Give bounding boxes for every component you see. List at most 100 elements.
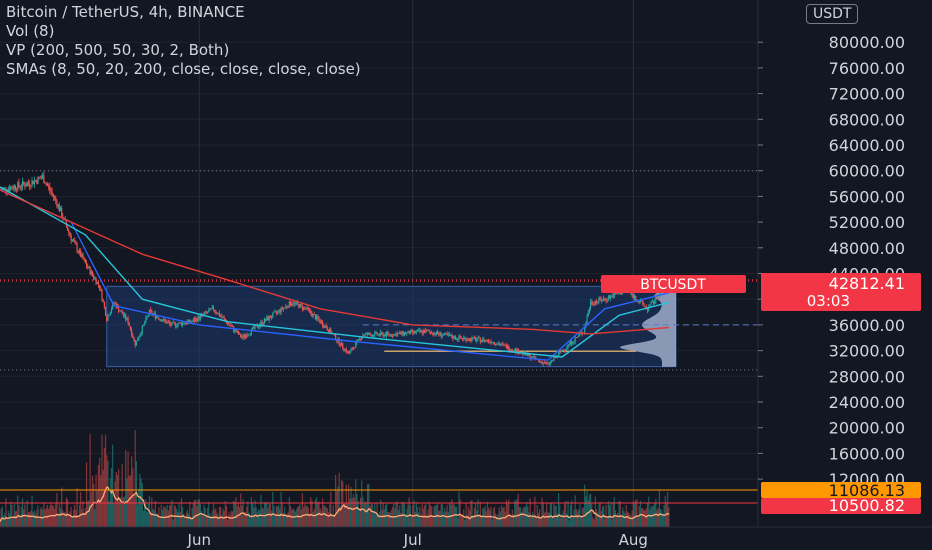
volume-bar bbox=[243, 512, 245, 527]
volume-bar bbox=[331, 514, 333, 527]
candle-body bbox=[228, 323, 230, 325]
candle-body bbox=[88, 267, 90, 268]
price-tick-label[interactable]: 48000.00 bbox=[829, 239, 905, 258]
candle-body bbox=[43, 175, 45, 183]
volume-bar bbox=[592, 517, 594, 527]
candle-body bbox=[6, 191, 8, 193]
price-tick-label[interactable]: 52000.00 bbox=[829, 213, 905, 232]
volume-bar bbox=[202, 513, 204, 527]
candle-body bbox=[371, 335, 373, 337]
candle-body bbox=[517, 348, 519, 354]
candle-body bbox=[642, 300, 644, 305]
candle-body bbox=[598, 297, 600, 302]
candle-body bbox=[516, 348, 518, 353]
price-tick-label[interactable]: 64000.00 bbox=[829, 136, 905, 155]
volume-bar bbox=[122, 497, 124, 527]
candle-body bbox=[437, 331, 439, 334]
price-tick-label[interactable]: 76000.00 bbox=[829, 59, 905, 78]
candle-body bbox=[16, 189, 18, 191]
price-tick-label[interactable]: 16000.00 bbox=[829, 444, 905, 463]
candle-body bbox=[336, 340, 338, 342]
candle-body bbox=[240, 333, 242, 338]
candle-body bbox=[350, 349, 352, 352]
price-tick-label[interactable]: 32000.00 bbox=[829, 342, 905, 361]
volume-bar bbox=[25, 514, 27, 527]
volume-bar bbox=[413, 500, 415, 527]
volume-bar bbox=[321, 498, 324, 527]
candle-body bbox=[482, 338, 484, 341]
candle-body bbox=[7, 188, 9, 192]
price-tick-label[interactable]: 60000.00 bbox=[829, 162, 905, 181]
time-axis-label[interactable]: Jun bbox=[187, 531, 211, 549]
volume-bar bbox=[516, 499, 518, 527]
volume-bar bbox=[346, 503, 349, 527]
currency-unit-button[interactable]: USDT bbox=[806, 4, 859, 24]
candle-body bbox=[496, 344, 498, 346]
volume-bar bbox=[270, 510, 273, 527]
volume-bar bbox=[253, 507, 255, 527]
candle-body bbox=[270, 317, 273, 319]
candle-body bbox=[21, 181, 24, 188]
candle-body bbox=[286, 305, 288, 307]
price-tick-label[interactable]: 24000.00 bbox=[829, 393, 905, 412]
candle-body bbox=[61, 208, 63, 217]
volume-bar bbox=[127, 451, 129, 527]
price-tick-label[interactable]: 68000.00 bbox=[829, 110, 905, 129]
candle-body bbox=[312, 313, 314, 317]
volume-bar bbox=[136, 504, 139, 527]
candle-body bbox=[603, 298, 605, 301]
candle-body bbox=[508, 345, 510, 351]
volume-bar bbox=[311, 500, 313, 527]
candle-body bbox=[57, 204, 59, 207]
candle-body bbox=[595, 301, 598, 303]
candle-body bbox=[197, 316, 199, 322]
volume-bar bbox=[492, 508, 494, 527]
price-tick-label[interactable]: 28000.00 bbox=[829, 367, 905, 386]
volume-bar bbox=[623, 511, 625, 527]
volume-bar bbox=[297, 506, 299, 527]
volume-bar bbox=[629, 513, 631, 527]
candle-body bbox=[171, 322, 173, 326]
volume-bar bbox=[110, 468, 113, 527]
price-tick-label[interactable]: 56000.00 bbox=[829, 187, 905, 206]
volume-bar bbox=[287, 511, 289, 527]
volume-bar bbox=[228, 512, 230, 527]
volume-bar bbox=[491, 519, 493, 527]
price-tick-label[interactable]: 20000.00 bbox=[829, 419, 905, 438]
volume-bar bbox=[396, 501, 398, 527]
candle-body bbox=[445, 332, 447, 334]
legend-volume[interactable]: Vol (8) bbox=[6, 22, 55, 40]
candle-body bbox=[412, 330, 414, 333]
volume-bar bbox=[195, 499, 197, 527]
time-axis-label[interactable]: Jul bbox=[403, 531, 422, 549]
candle-body bbox=[585, 323, 587, 327]
legend-volume-profile[interactable]: VP (200, 500, 50, 30, 2, Both) bbox=[6, 41, 230, 59]
candle-body bbox=[471, 337, 473, 342]
volume-bar bbox=[263, 502, 266, 527]
candle-body bbox=[423, 330, 426, 334]
volume-bar bbox=[186, 509, 188, 527]
price-tick-label[interactable]: 80000.00 bbox=[829, 33, 905, 52]
candle-body bbox=[469, 338, 471, 341]
candle-body bbox=[52, 193, 54, 197]
candle-body bbox=[365, 333, 368, 334]
volume-bar bbox=[641, 508, 643, 527]
legend-symbol[interactable]: Bitcoin / TetherUS, 4h, BINANCE bbox=[6, 3, 245, 21]
candle-body bbox=[605, 299, 607, 301]
volume-bar bbox=[496, 516, 498, 527]
volume-bar bbox=[167, 510, 170, 527]
volume-bar bbox=[509, 513, 511, 527]
candle-body bbox=[237, 331, 239, 335]
price-tick-label[interactable]: 36000.00 bbox=[829, 316, 905, 335]
time-axis-label[interactable]: Aug bbox=[619, 531, 648, 549]
volume-bar bbox=[510, 516, 512, 527]
legend-smas[interactable]: SMAs (8, 50, 20, 200, close, close, clos… bbox=[6, 60, 361, 78]
price-tick-label[interactable]: 72000.00 bbox=[829, 85, 905, 104]
candle-body bbox=[99, 284, 101, 289]
candle-body bbox=[46, 184, 49, 186]
volume-bar bbox=[114, 481, 116, 527]
last-price-badge[interactable] bbox=[761, 273, 921, 311]
last-price-value[interactable]: 42812.41 bbox=[829, 274, 905, 293]
symbol-tag-label[interactable]: BTCUSDT bbox=[640, 277, 706, 293]
